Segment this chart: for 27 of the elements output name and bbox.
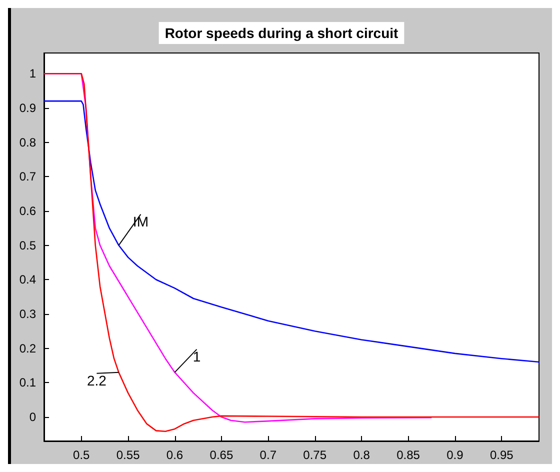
y-tick-label: 0.3 [19,306,36,321]
y-tick-label: 0.2 [19,341,36,356]
series-label: IM [132,213,148,230]
y-tick-label: 0.8 [19,135,36,150]
y-tick-label: 1 [29,66,36,81]
y-tick-label: 0.4 [19,272,36,287]
x-tick-label: 0.65 [210,448,234,462]
y-tick-label: 0.7 [19,170,36,184]
x-tick-label: 0.9 [446,448,464,462]
x-tick-label: 0.75 [303,448,327,462]
x-tick-label: 0.55 [116,448,140,462]
y-tick-label: 0.1 [19,376,36,390]
y-tick-label: 0 [29,410,36,424]
chart-title: Rotor speeds during a short circuit [164,25,399,41]
series-label: 1 [192,348,201,364]
y-tick-label: 0.5 [19,238,36,252]
x-tick-label: 0.5 [73,448,90,462]
x-tick-label: 0.8 [353,448,370,462]
line-series [43,72,540,432]
series-label: 2.2 [86,372,107,388]
x-tick-label: 0.85 [396,448,420,462]
line-series [43,100,540,363]
x-tick-label: 0.6 [166,448,184,462]
y-tick-label: 0.6 [19,204,36,218]
x-tick-label: 0.7 [260,448,277,462]
x-tick-label: 0.95 [490,448,514,462]
y-tick-label: 0.9 [19,100,36,115]
